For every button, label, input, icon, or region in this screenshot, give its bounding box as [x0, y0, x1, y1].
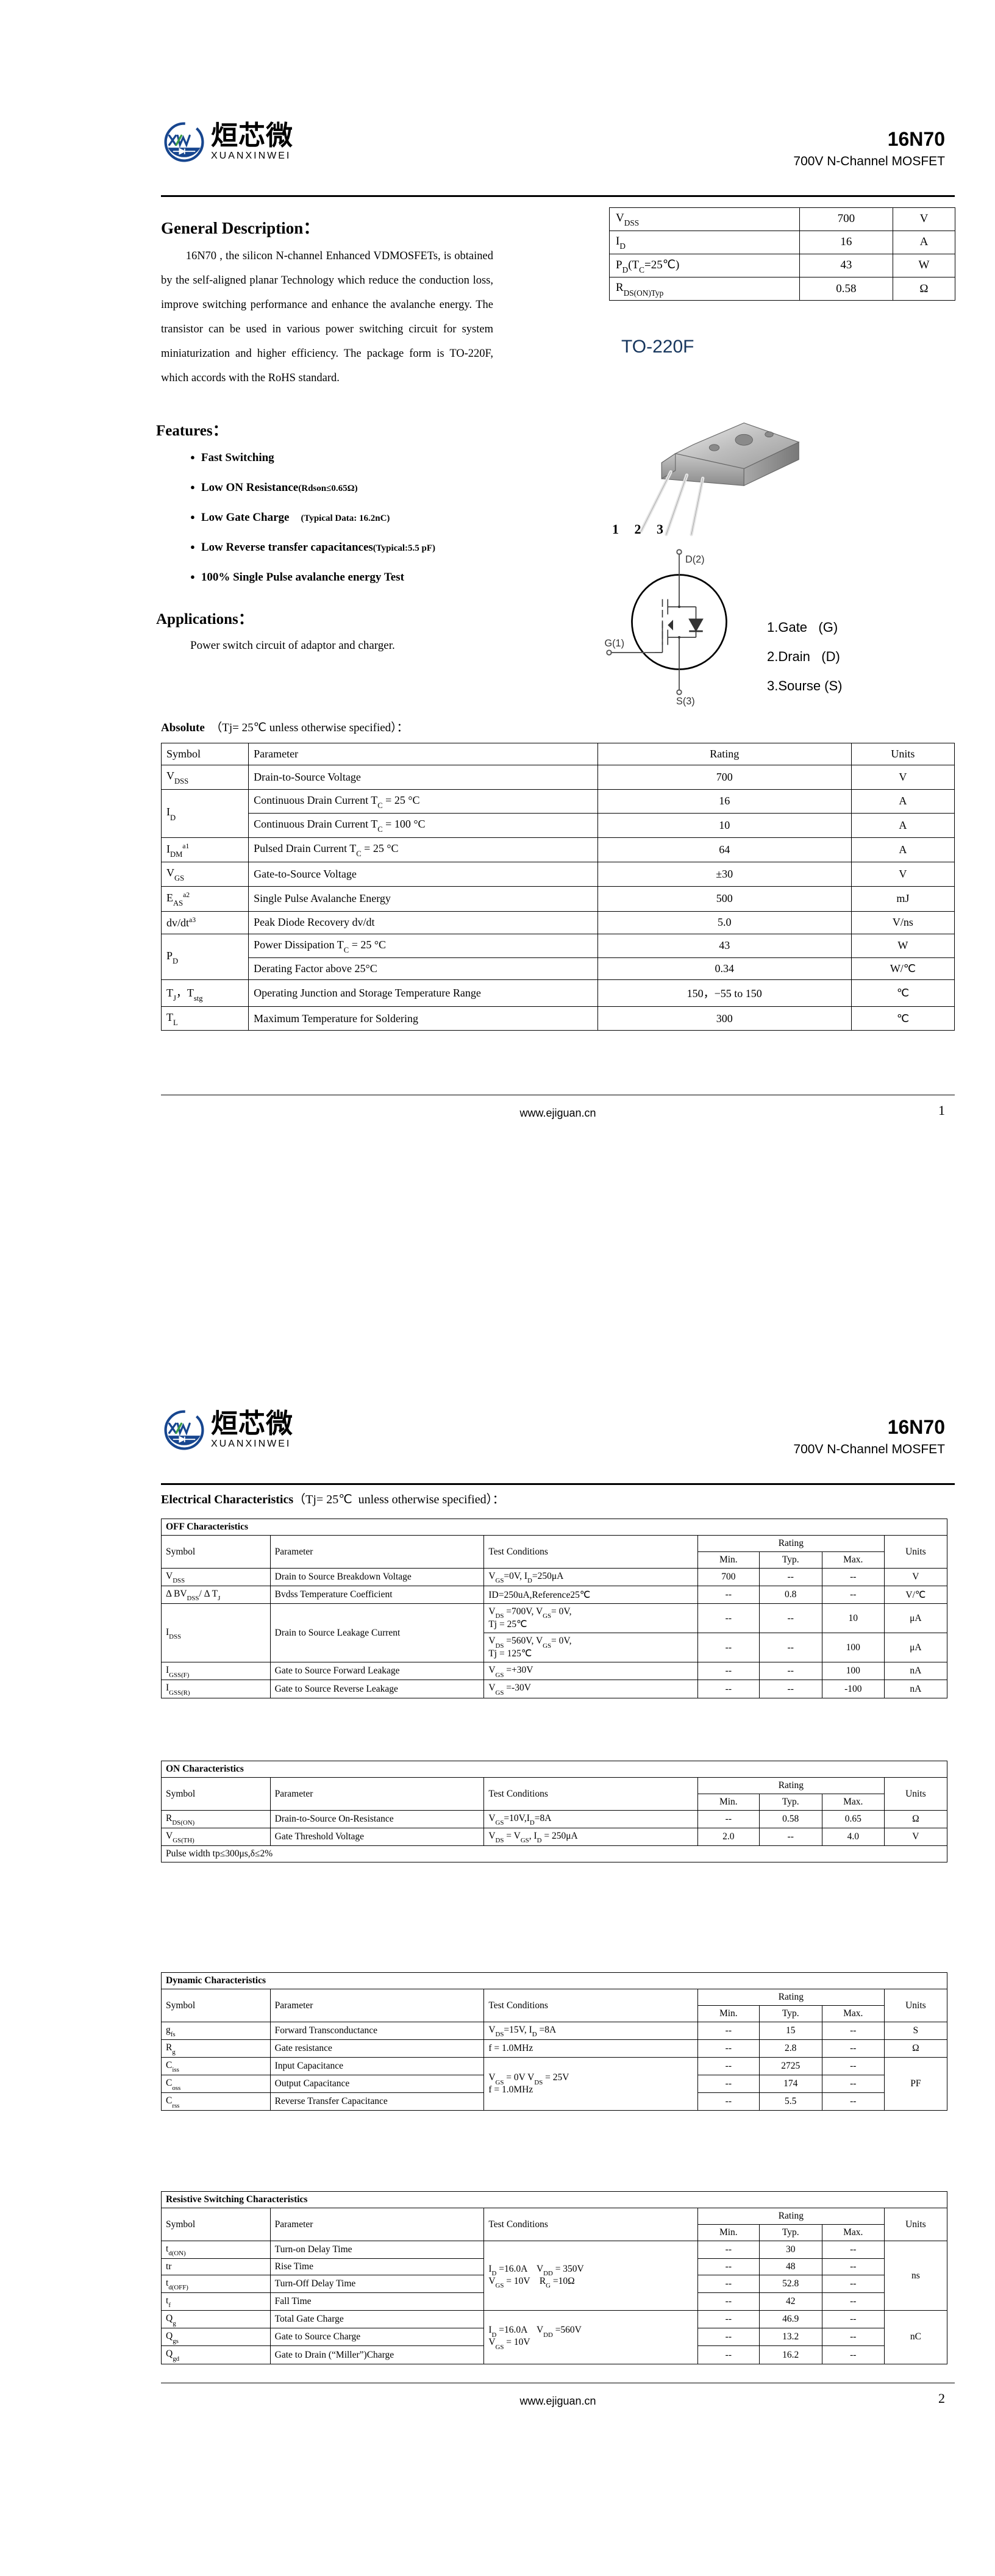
- svg-text:G(1): G(1): [605, 638, 625, 649]
- svg-text:S(3): S(3): [676, 696, 695, 707]
- svg-text:D(2): D(2): [685, 554, 705, 565]
